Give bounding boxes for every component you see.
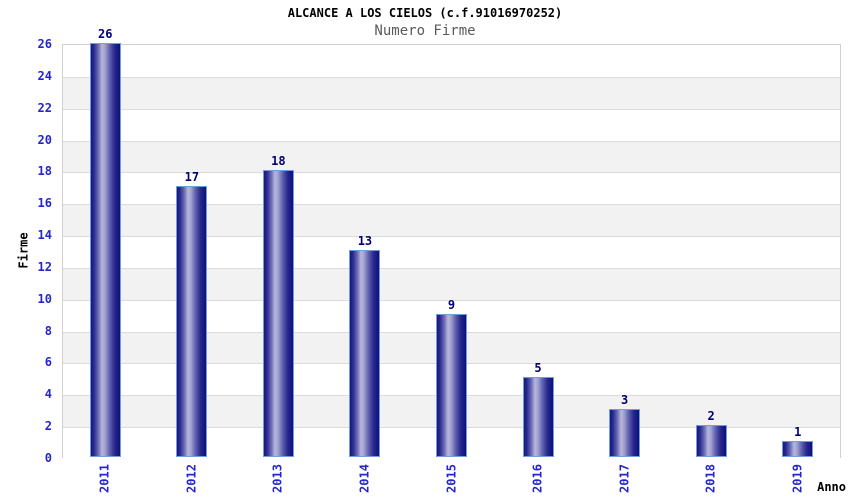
bar-value-label: 18 <box>271 154 286 169</box>
y-tick-label: 24 <box>37 68 52 83</box>
y-tick-label: 26 <box>37 37 52 51</box>
grid-band <box>63 108 840 141</box>
bar-value-label: 26 <box>98 27 113 41</box>
x-tick-label: 2016 <box>530 464 545 493</box>
bar-2013 <box>262 170 294 457</box>
y-tick-label: 6 <box>44 355 52 370</box>
bar-value-label: 3 <box>620 393 629 408</box>
y-tick-label: 0 <box>44 451 52 465</box>
x-tick-label: 2017 <box>617 464 632 493</box>
y-tick-label: 22 <box>37 100 52 115</box>
y-tick-label: 20 <box>37 132 52 147</box>
grid-band <box>63 140 840 173</box>
bar-2018 <box>695 425 727 457</box>
grid-band <box>63 45 840 77</box>
y-tick-label: 2 <box>44 419 52 434</box>
y-tick-label: 14 <box>37 228 52 243</box>
x-axis-title: Anno <box>817 480 846 494</box>
x-tick-label: 2012 <box>184 464 199 493</box>
y-tick-label: 10 <box>37 291 52 306</box>
y-axis-title: Firme <box>16 232 31 269</box>
y-tick-label: 18 <box>37 164 52 179</box>
chart-title: ALCANCE A LOS CIELOS (c.f.91016970252) <box>287 6 563 20</box>
bar-value-label: 1 <box>794 425 802 440</box>
bar-2016 <box>522 377 554 457</box>
x-tick-label: 2019 <box>790 464 805 493</box>
y-tick-label: 16 <box>37 196 52 211</box>
y-tick-label: 4 <box>44 387 52 402</box>
x-tick-label: 2015 <box>444 464 458 493</box>
bar-value-label: 5 <box>534 361 542 376</box>
chart-subtitle: Numero Firme <box>374 23 476 39</box>
bar-2014 <box>349 250 381 457</box>
bar-2015 <box>436 313 467 457</box>
x-tick-label: 2018 <box>703 464 718 493</box>
bar-value-label: 17 <box>184 170 200 185</box>
bar-2012 <box>176 186 208 457</box>
bar-2011 <box>89 43 121 457</box>
bar-value-label: 2 <box>707 409 715 424</box>
x-tick-label: 2011 <box>97 464 112 493</box>
plot-area <box>62 43 841 459</box>
y-tick-label: 8 <box>44 323 52 338</box>
bar-value-label: 9 <box>447 297 456 312</box>
y-tick-label: 12 <box>37 259 52 274</box>
x-tick-label: 2014 <box>357 464 372 493</box>
bar-value-label: 13 <box>357 234 373 248</box>
bar-2017 <box>609 409 641 457</box>
x-tick-label: 2013 <box>270 464 285 493</box>
grid-band <box>63 76 840 109</box>
bar-2019 <box>782 441 814 457</box>
